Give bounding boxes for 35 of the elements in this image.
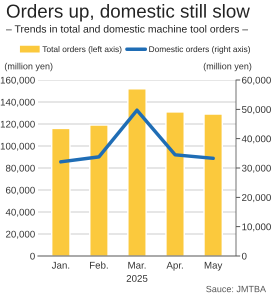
y-tick-label: 120,000	[0, 120, 35, 129]
y-tick-label: 20,000	[6, 230, 35, 239]
y2-tick-label: 0	[242, 252, 247, 260]
bar	[51, 128, 71, 256]
bar	[203, 113, 223, 256]
x-axis-title: 2025	[126, 275, 148, 282]
y2-tick-label: 30,000	[242, 164, 271, 173]
y2-tick-label: 10,000	[242, 223, 271, 232]
y-tick-label: 80,000	[6, 164, 35, 173]
x-tick-label: Mar.	[128, 262, 146, 269]
bar	[127, 88, 147, 256]
y-tick-label: 40,000	[6, 208, 35, 217]
y-tick-label: 140,000	[0, 98, 35, 107]
chart-title: Orders up, domestic still slow	[6, 4, 250, 22]
x-tick-label: Jan.	[52, 262, 70, 269]
bar	[165, 111, 185, 256]
x-tick-label: Apr.	[166, 262, 183, 271]
y-axis-title: (million yen)	[4, 62, 52, 72]
line-series	[59, 108, 215, 164]
y2-tick-label: 60,000	[242, 76, 271, 85]
x-tick-label: Feb.	[90, 262, 108, 269]
y-tick-label: 100,000	[0, 142, 35, 151]
legend-label: Domestic orders (right axis)	[149, 46, 250, 54]
y-tick-label: 0	[30, 252, 35, 260]
bar	[89, 124, 109, 256]
text: Sauce: JMTBA	[206, 286, 266, 292]
y2-tick-label: 40,000	[242, 135, 271, 144]
y-tick-label: 160,000	[0, 76, 35, 85]
y-tick-label: 60,000	[6, 186, 35, 195]
y2-axis-title: (million yen)	[204, 62, 252, 72]
legend-label: Total orders (left axis)	[42, 46, 122, 54]
chart-subtitle: – Trends in total and domestic machine tool orders –	[6, 25, 248, 33]
x-tick-label: May	[204, 262, 222, 271]
y2-tick-label: 20,000	[242, 194, 271, 202]
y2-tick-label: 50,000	[242, 106, 271, 114]
